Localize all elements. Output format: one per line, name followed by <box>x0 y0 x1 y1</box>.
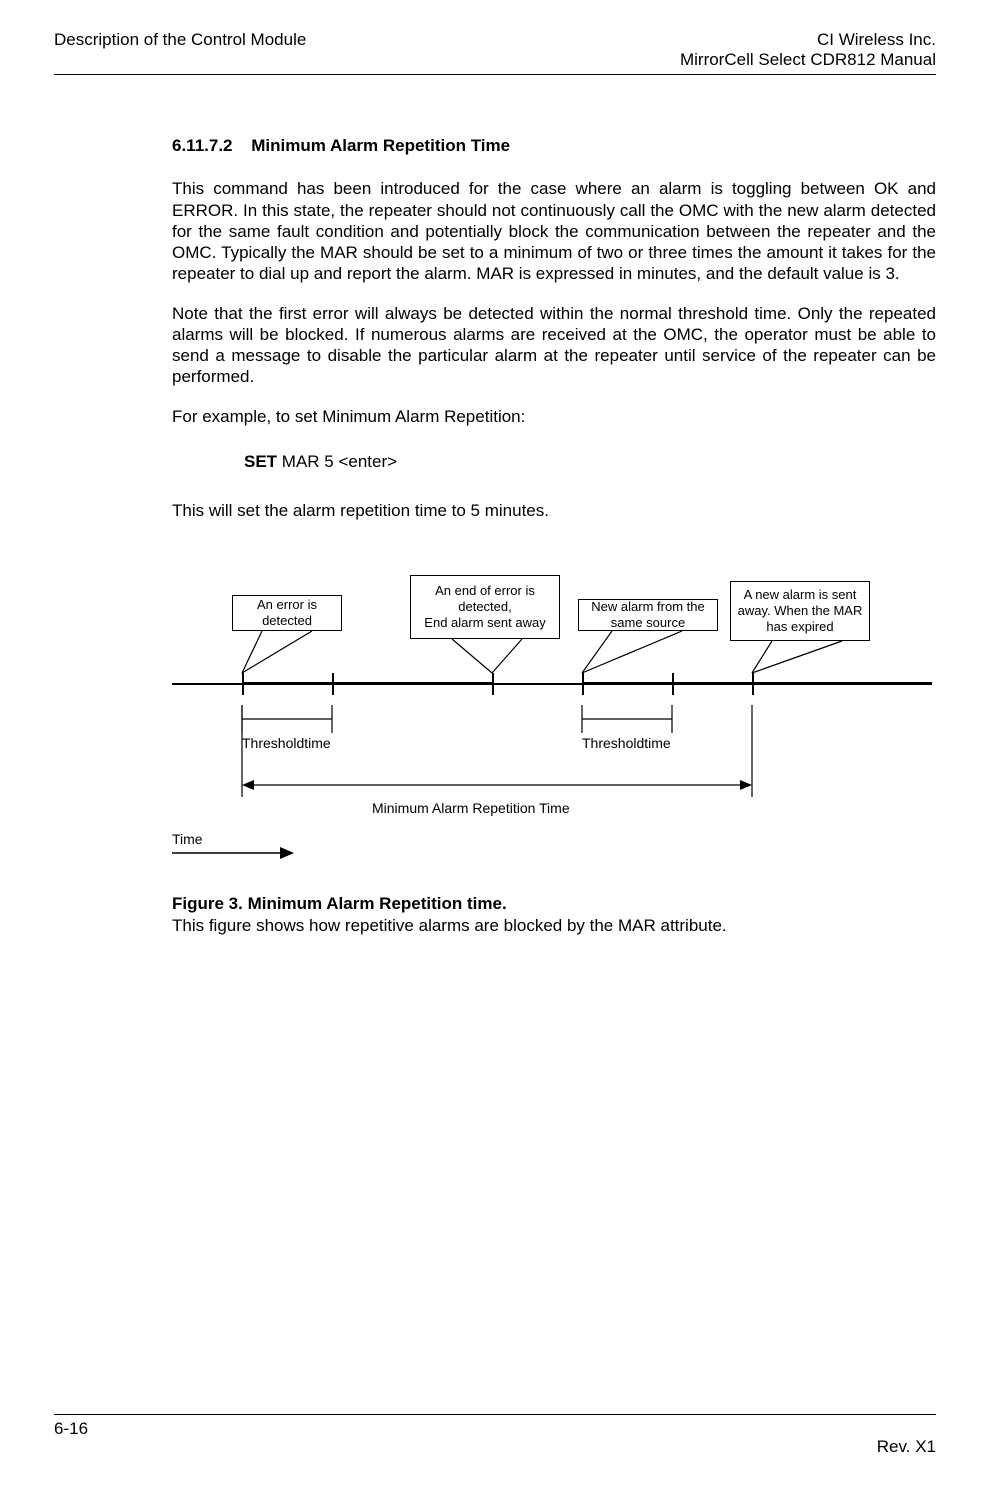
timeline-segment <box>172 683 242 685</box>
content-area: 6.11.7.2 Minimum Alarm Repetition Time T… <box>172 135 936 936</box>
diagram-box2-line2: End alarm sent away <box>424 615 545 631</box>
command-rest: MAR 5 <enter> <box>277 452 397 471</box>
page-footer: 6-16 Rev. X1 <box>54 1414 936 1457</box>
footer-revision: Rev. X1 <box>877 1437 936 1457</box>
command-bold: SET <box>244 452 277 471</box>
paragraph-2: Note that the first error will always be… <box>172 303 936 388</box>
section-heading: 6.11.7.2 Minimum Alarm Repetition Time <box>172 135 936 156</box>
diagram-box-end-of-error: An end of error is detected, End alarm s… <box>410 575 560 639</box>
threshold-label-1: Thresholdtime <box>242 735 331 753</box>
header-left: Description of the Control Module <box>54 30 306 70</box>
mar-diagram: An error is detected An end of error is … <box>172 575 932 885</box>
diagram-box-alarm-sent: A new alarm is sent away. When the MAR h… <box>730 581 870 641</box>
figure-caption-title: Figure 3. Minimum Alarm Repetition time. <box>172 893 936 914</box>
command-example: SET MAR 5 <enter> <box>244 451 936 472</box>
page: Description of the Control Module CI Wir… <box>0 0 990 1493</box>
paragraph-3: For example, to set Minimum Alarm Repeti… <box>172 406 936 427</box>
header-right-line2: MirrorCell Select CDR812 Manual <box>680 50 936 70</box>
timeline-tick <box>582 673 584 695</box>
footer-line: 6-16 Rev. X1 <box>54 1414 936 1457</box>
timeline-segment-thick <box>242 682 492 685</box>
timeline-tick <box>492 673 494 695</box>
mar-span-label: Minimum Alarm Repetition Time <box>372 800 570 818</box>
figure-caption: Figure 3. Minimum Alarm Repetition time.… <box>172 893 936 936</box>
diagram-box2-line1: An end of error is detected, <box>415 583 555 616</box>
header-right: CI Wireless Inc. MirrorCell Select CDR81… <box>680 30 936 70</box>
time-axis-label: Time <box>172 831 203 849</box>
header-right-line1: CI Wireless Inc. <box>680 30 936 50</box>
timeline-segment <box>492 683 582 685</box>
section-number: 6.11.7.2 <box>172 135 233 156</box>
paragraph-1: This command has been introduced for the… <box>172 178 936 284</box>
threshold-label-2: Thresholdtime <box>582 735 671 753</box>
diagram-box-error-detected: An error is detected <box>232 595 342 631</box>
timeline-tick <box>672 673 674 695</box>
figure-caption-text: This figure shows how repetitive alarms … <box>172 915 936 936</box>
timeline-tick <box>752 673 754 695</box>
page-header: Description of the Control Module CI Wir… <box>54 30 936 75</box>
footer-page-number: 6-16 <box>54 1419 88 1457</box>
paragraph-4: This will set the alarm repetition time … <box>172 500 936 521</box>
diagram-box-new-alarm: New alarm from the same source <box>578 599 718 631</box>
timeline-tick <box>242 673 244 695</box>
section-title: Minimum Alarm Repetition Time <box>251 136 510 155</box>
timeline-segment-thick <box>582 682 932 685</box>
timeline-tick <box>332 673 334 695</box>
figure-3: An error is detected An end of error is … <box>172 575 936 936</box>
